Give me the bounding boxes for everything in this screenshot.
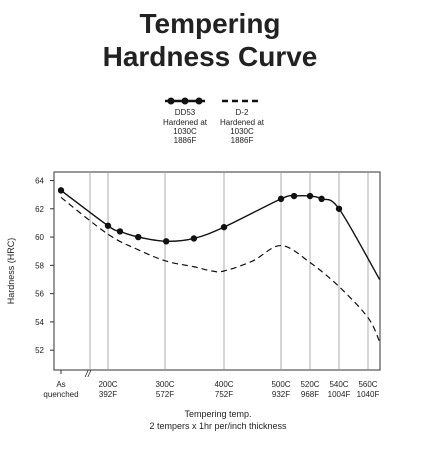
- legend-note: 1030C: [173, 127, 197, 136]
- y-tick-label: 54: [35, 318, 44, 327]
- data-point: [190, 235, 198, 242]
- legend-marker: [195, 97, 203, 105]
- x-axis-label: 2 tempers x 1hr per/inch thickness: [149, 421, 287, 431]
- data-point: [335, 205, 343, 212]
- legend-note: 1886F: [231, 136, 254, 145]
- x-tick-label: 400C 752F: [214, 380, 233, 399]
- data-point: [318, 195, 325, 203]
- legend-label: D-2: [236, 108, 249, 117]
- legend-marker: [167, 97, 175, 105]
- x-tick-label: 560C 1040F: [357, 380, 380, 399]
- x-tick-label: 520C 968F: [300, 380, 319, 399]
- axis-break: //: [84, 369, 92, 380]
- data-point: [135, 233, 142, 241]
- x-tick-label: 500C 932F: [271, 380, 290, 399]
- x-tick-label: 300C 572F: [155, 380, 174, 399]
- y-tick-label: 58: [35, 261, 44, 270]
- data-point: [220, 223, 228, 231]
- legend-marker: [181, 97, 189, 105]
- legend-label: DD53: [175, 108, 196, 117]
- data-point: [277, 195, 285, 203]
- legend-note: 1886F: [174, 136, 197, 145]
- y-tick-label: 62: [35, 205, 44, 214]
- x-axis-label: Tempering temp.: [184, 409, 251, 419]
- y-tick-label: 56: [35, 290, 44, 299]
- x-tick-label: 200C 392F: [98, 380, 117, 399]
- data-point: [116, 228, 124, 235]
- data-line: [60, 196, 381, 342]
- chart-title: Hardness Curve: [103, 41, 318, 72]
- plot-frame: [53, 171, 381, 371]
- data-point: [290, 192, 298, 200]
- data-point: [104, 222, 112, 229]
- legend-note: 1030C: [230, 127, 254, 136]
- y-tick-label: 52: [35, 346, 44, 355]
- legend-note: Hardened at: [220, 118, 265, 127]
- data-point: [162, 238, 170, 245]
- data-point: [306, 192, 314, 200]
- data-point: [57, 187, 65, 194]
- y-tick-label: 64: [35, 176, 44, 185]
- y-axis-label: Hardness (HRC): [6, 238, 16, 305]
- y-tick-label: 60: [35, 233, 44, 242]
- x-tick-label: As quenched: [43, 380, 78, 399]
- legend-note: Hardened at: [163, 118, 208, 127]
- x-tick-label: 540C 1004F: [328, 380, 351, 399]
- chart-title: Tempering: [139, 8, 280, 39]
